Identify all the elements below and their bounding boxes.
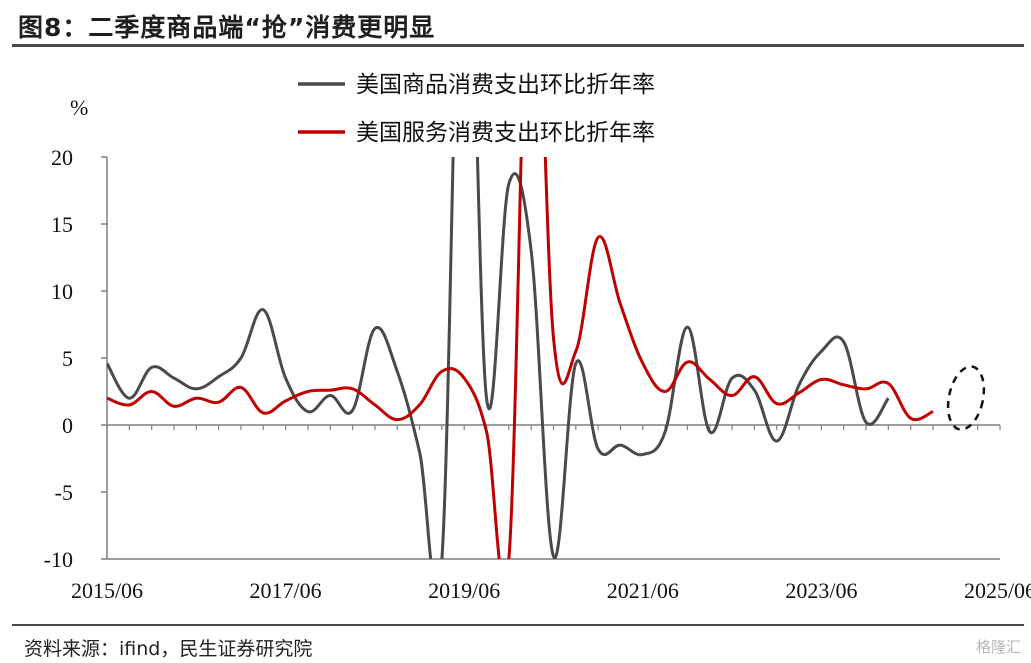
x-tick-label: 2025/06 [964,578,1031,603]
x-tick-label: 2015/06 [71,578,143,603]
y-tick-label: 10 [51,279,73,304]
y-tick-label: 0 [62,413,73,438]
chart-axes: -10 -5 0 5 10 15 20% 2015/06 2017/06 2019/06 2021/… [44,95,1031,603]
chart-title: 图8：二季度商品端“抢”消费更明显 [18,13,436,42]
source-note: 资料来源：ifind，民生证券研究院 [24,638,313,660]
watermark: 格隆汇 [975,638,1021,656]
x-tick-label: 2023/06 [785,578,857,603]
footer-divider [12,624,1024,626]
title-divider [12,44,1024,47]
legend-label: 美国服务消费支出环比折年率 [356,120,655,146]
x-tick-label: 2021/06 [607,578,679,603]
series-line-services [107,157,934,559]
y-axis-unit: % [70,95,88,120]
x-tick-label: 2017/06 [250,578,322,603]
chart-series [107,157,934,559]
y-tick-label: 15 [51,212,73,237]
series-line-goods [107,157,890,559]
y-tick-label: 5 [62,346,73,371]
line-chart: -10 -5 0 5 10 15 20% 2015/06 2017/06 2019/06 2021/… [44,72,1031,603]
highlight-circle [946,365,986,431]
y-tick-label: -10 [44,547,73,572]
y-tick-label: 20 [51,145,73,170]
x-tick-label: 2019/06 [428,578,500,603]
y-tick-label: -5 [55,480,73,505]
legend-label: 美国商品消费支出环比折年率 [356,72,655,98]
